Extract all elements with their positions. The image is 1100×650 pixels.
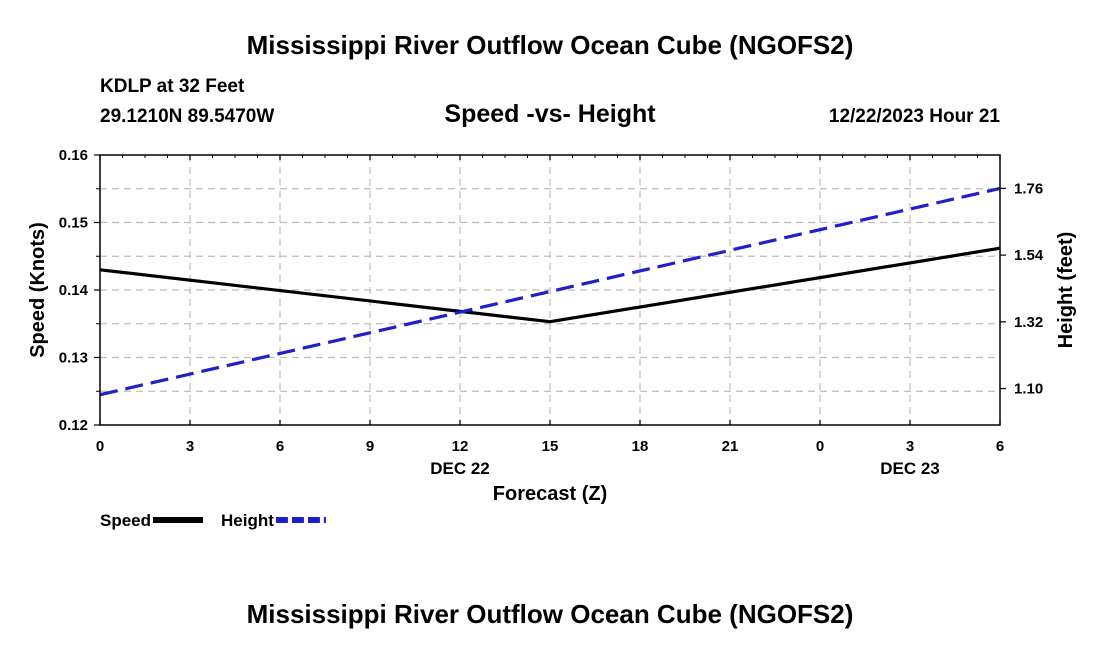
- forecast-datetime: 12/22/2023 Hour 21: [828, 106, 1000, 127]
- chart-subtitle: Speed -vs- Height: [444, 100, 656, 128]
- x-axis-title: Forecast (Z): [493, 483, 607, 505]
- y-axis-title: Speed (Knots): [27, 222, 49, 358]
- x-tick-label: 3: [186, 438, 194, 455]
- y2-tick-label: 1.76: [1014, 180, 1043, 197]
- grid-lines: [100, 155, 1000, 425]
- x-tick-label: 18: [632, 438, 649, 455]
- y-tick-label: 0.15: [59, 215, 88, 232]
- series-line-height: [99, 186, 1001, 397]
- y-tick-label: 0.12: [59, 417, 88, 434]
- legend-label-speed: Speed: [100, 511, 151, 530]
- x-tick-label: 9: [366, 438, 374, 455]
- x-tick-label: 0: [816, 438, 824, 455]
- x-tick-label: 3: [906, 438, 914, 455]
- axis-ticks: [94, 154, 1006, 426]
- axis-labels: 0 3 6 9 12 15 18 21 0 3 6 DEC 22 DEC 23 0.12 0.13 0.14 0…: [27, 147, 1077, 505]
- y-tick-label: 0.13: [59, 350, 88, 367]
- footer-title: Mississippi River Outflow Ocean Cube (NG…: [246, 599, 854, 629]
- x-tick-label: 15: [542, 438, 559, 455]
- station-coordinates: 29.1210N 89.5470W: [100, 106, 275, 127]
- legend-label-height: Height: [221, 511, 274, 530]
- date-label: DEC 23: [880, 459, 940, 478]
- x-tick-label: 21: [722, 438, 739, 455]
- y2-tick-label: 1.54: [1014, 247, 1044, 264]
- y2-tick-label: 1.10: [1014, 381, 1043, 398]
- legend: Speed Height: [100, 511, 326, 530]
- x-tick-label: 6: [276, 438, 284, 455]
- x-tick-label: 6: [996, 438, 1004, 455]
- y-tick-label: 0.16: [59, 147, 88, 164]
- date-label: DEC 22: [430, 459, 490, 478]
- x-tick-label: 0: [96, 438, 104, 455]
- y-tick-label: 0.14: [59, 282, 89, 299]
- station-label: KDLP at 32 Feet: [100, 76, 245, 97]
- y2-tick-label: 1.32: [1014, 314, 1043, 331]
- series-line-speed: [99, 246, 1001, 324]
- chart-title: Mississippi River Outflow Ocean Cube (NG…: [246, 30, 854, 60]
- y2-axis-title: Height (feet): [1055, 232, 1077, 349]
- x-tick-label: 12: [452, 438, 469, 455]
